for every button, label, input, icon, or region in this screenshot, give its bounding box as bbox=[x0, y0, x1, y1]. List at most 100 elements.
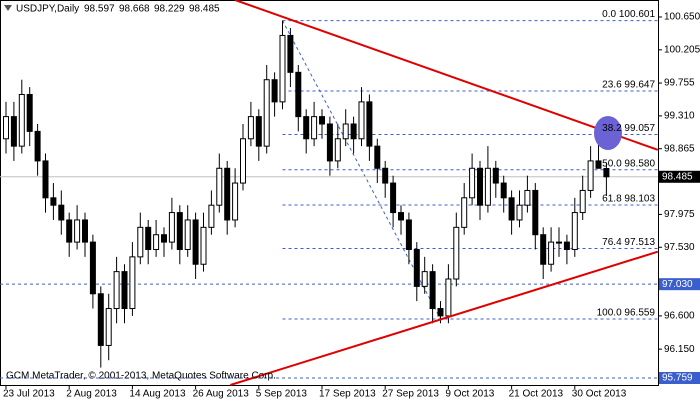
candle-body bbox=[445, 278, 452, 317]
candle-body bbox=[492, 167, 499, 184]
candle-body bbox=[579, 189, 586, 214]
candle-body bbox=[18, 93, 25, 147]
x-tick-label: 23 Jul 2013 bbox=[3, 389, 55, 400]
fib-label: 76.4 97.513 bbox=[602, 237, 655, 248]
price-box bbox=[659, 278, 700, 291]
candle-body bbox=[240, 138, 246, 184]
fib-label: 61.8 98.103 bbox=[602, 194, 655, 205]
candle-body bbox=[66, 219, 73, 243]
price-box-label: 98.485 bbox=[662, 171, 693, 182]
candle-body bbox=[153, 234, 160, 250]
candle-body bbox=[263, 79, 270, 147]
candle-body bbox=[97, 293, 104, 346]
trendline bbox=[234, 0, 659, 151]
candle-body bbox=[587, 160, 594, 191]
y-tick-label: 99.755 bbox=[664, 78, 695, 89]
candle-body bbox=[208, 204, 215, 228]
x-tick-label: 27 Sep 2013 bbox=[382, 389, 439, 400]
candle-body bbox=[121, 271, 128, 310]
candle-body bbox=[477, 167, 483, 206]
y-tick-label: 96.600 bbox=[664, 311, 695, 322]
candle-body bbox=[129, 256, 136, 310]
x-tick-label: 5 Sep 2013 bbox=[256, 389, 308, 400]
candle-body bbox=[469, 167, 476, 199]
x-tick-label: 26 Aug 2013 bbox=[193, 389, 250, 400]
candle-body bbox=[453, 226, 460, 280]
trendline bbox=[230, 250, 659, 386]
candle-body bbox=[10, 116, 17, 147]
symbol-icon bbox=[4, 5, 12, 11]
price-box bbox=[659, 371, 700, 384]
candle-body bbox=[105, 308, 112, 346]
candle-body bbox=[374, 145, 381, 169]
footer: GCM MetaTrader, © 2001-2013, MetaQuotes … bbox=[6, 371, 276, 382]
candle-body bbox=[82, 219, 88, 243]
labels-layer: USDJPY,Daily 98.597 98.668 98.229 98.485… bbox=[3, 4, 700, 400]
candle-body bbox=[42, 160, 49, 199]
candle-body bbox=[571, 212, 578, 250]
candle-body bbox=[34, 130, 41, 162]
candle-body bbox=[342, 123, 349, 140]
candle-body bbox=[595, 160, 602, 169]
highlight-ellipse bbox=[594, 116, 622, 150]
candle-body bbox=[532, 189, 539, 236]
candle-body bbox=[247, 116, 254, 140]
candle-body bbox=[437, 308, 444, 317]
candle-body bbox=[3, 116, 9, 140]
candle-body bbox=[168, 212, 175, 243]
candle-body bbox=[271, 79, 278, 103]
candle-body bbox=[192, 219, 199, 265]
candle-body bbox=[295, 71, 302, 118]
candle-body bbox=[319, 116, 325, 125]
candle-body bbox=[26, 93, 33, 132]
candle-body bbox=[161, 234, 167, 243]
header-open: 98.597 bbox=[84, 4, 115, 15]
candle-body bbox=[461, 197, 468, 228]
y-tick-label: 96.150 bbox=[664, 344, 695, 355]
candle-body bbox=[429, 271, 436, 310]
candle-body bbox=[516, 204, 523, 221]
candle-body bbox=[484, 167, 491, 206]
candle-body bbox=[500, 182, 507, 199]
candle-body bbox=[58, 204, 65, 221]
candle-body bbox=[176, 212, 183, 250]
candle-body bbox=[184, 219, 191, 250]
y-tick-label: 97.975 bbox=[664, 209, 695, 220]
price-box bbox=[659, 170, 700, 183]
candle-body bbox=[548, 241, 555, 265]
candle-body bbox=[405, 219, 412, 250]
candle-body bbox=[89, 241, 96, 295]
candle-body bbox=[540, 234, 547, 265]
x-tick-label: 30 Oct 2013 bbox=[572, 389, 627, 400]
y-tick-label: 97.530 bbox=[664, 242, 695, 253]
candle-body bbox=[50, 197, 57, 206]
candle-body bbox=[358, 101, 365, 140]
x-tick-label: 9 Oct 2013 bbox=[445, 389, 494, 400]
candle-body bbox=[421, 271, 428, 287]
fib-label: 50.0 98.580 bbox=[602, 158, 655, 169]
candle-body bbox=[224, 167, 231, 221]
candle-body bbox=[603, 168, 610, 178]
candle-body bbox=[390, 182, 397, 214]
y-tick-label: 100.650 bbox=[664, 12, 700, 23]
x-tick-label: 14 Aug 2013 bbox=[129, 389, 186, 400]
fib-label: 23.6 99.647 bbox=[602, 80, 655, 91]
candle-body bbox=[303, 116, 310, 140]
candle-body bbox=[311, 116, 318, 140]
chart-layer bbox=[0, 0, 659, 386]
fib-label: 38.2 99.057 bbox=[602, 123, 655, 134]
x-tick-label: 17 Sep 2013 bbox=[319, 389, 376, 400]
candle-body bbox=[508, 197, 515, 221]
candle-body bbox=[200, 226, 207, 265]
chart-title: USDJPY,Daily bbox=[16, 4, 79, 15]
candle-body bbox=[350, 123, 357, 140]
header-low: 98.229 bbox=[154, 4, 185, 15]
y-tick-label: 99.310 bbox=[664, 111, 695, 122]
candle-body bbox=[556, 241, 562, 244]
fib-diagonal bbox=[282, 20, 441, 320]
candle-body bbox=[563, 241, 570, 250]
candle-body bbox=[216, 167, 223, 206]
price-box-label: 95.759 bbox=[662, 373, 693, 384]
candle-body bbox=[255, 116, 262, 147]
